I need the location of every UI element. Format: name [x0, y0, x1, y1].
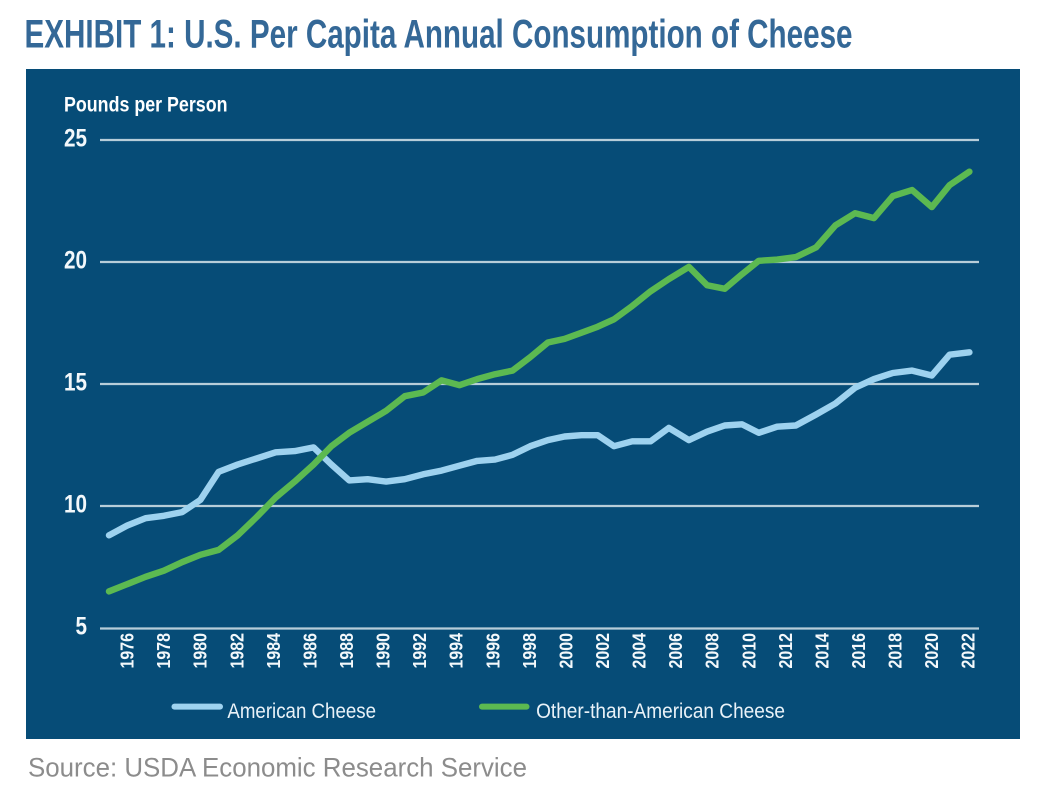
svg-text:1992: 1992 [410, 633, 430, 669]
svg-text:1978: 1978 [154, 633, 174, 669]
svg-text:Pounds per Person: Pounds per Person [64, 94, 228, 117]
svg-text:2020: 2020 [922, 633, 942, 669]
svg-text:5: 5 [76, 612, 88, 640]
svg-text:1994: 1994 [447, 633, 467, 669]
svg-text:25: 25 [64, 124, 87, 152]
svg-text:1996: 1996 [483, 633, 503, 669]
svg-text:2016: 2016 [849, 633, 869, 669]
svg-text:1998: 1998 [520, 633, 540, 669]
svg-text:2008: 2008 [703, 633, 723, 669]
svg-text:2018: 2018 [886, 633, 906, 669]
svg-text:1976: 1976 [118, 633, 138, 669]
svg-text:1980: 1980 [191, 633, 211, 669]
svg-text:20: 20 [64, 246, 87, 274]
svg-text:2004: 2004 [630, 633, 650, 669]
svg-text:2010: 2010 [739, 633, 759, 669]
svg-text:2022: 2022 [959, 633, 979, 669]
svg-text:EXHIBIT 1: U.S. Per Capita Ann: EXHIBIT 1: U.S. Per Capita Annual Consum… [25, 13, 853, 57]
svg-text:10: 10 [64, 490, 87, 518]
svg-text:1988: 1988 [337, 633, 357, 669]
svg-text:2006: 2006 [666, 633, 686, 669]
svg-text:1984: 1984 [264, 633, 284, 669]
svg-text:1990: 1990 [374, 633, 394, 669]
svg-text:Source: USDA Economic Research: Source: USDA Economic Research Service [28, 753, 527, 783]
svg-text:15: 15 [64, 368, 87, 396]
svg-text:2002: 2002 [593, 633, 613, 669]
svg-text:2012: 2012 [776, 633, 796, 669]
svg-text:American Cheese: American Cheese [227, 700, 376, 723]
svg-text:1986: 1986 [300, 633, 320, 669]
svg-text:2014: 2014 [812, 633, 832, 669]
svg-text:Other-than-American Cheese: Other-than-American Cheese [536, 700, 785, 723]
svg-text:2000: 2000 [556, 633, 576, 669]
svg-text:1982: 1982 [227, 633, 247, 669]
